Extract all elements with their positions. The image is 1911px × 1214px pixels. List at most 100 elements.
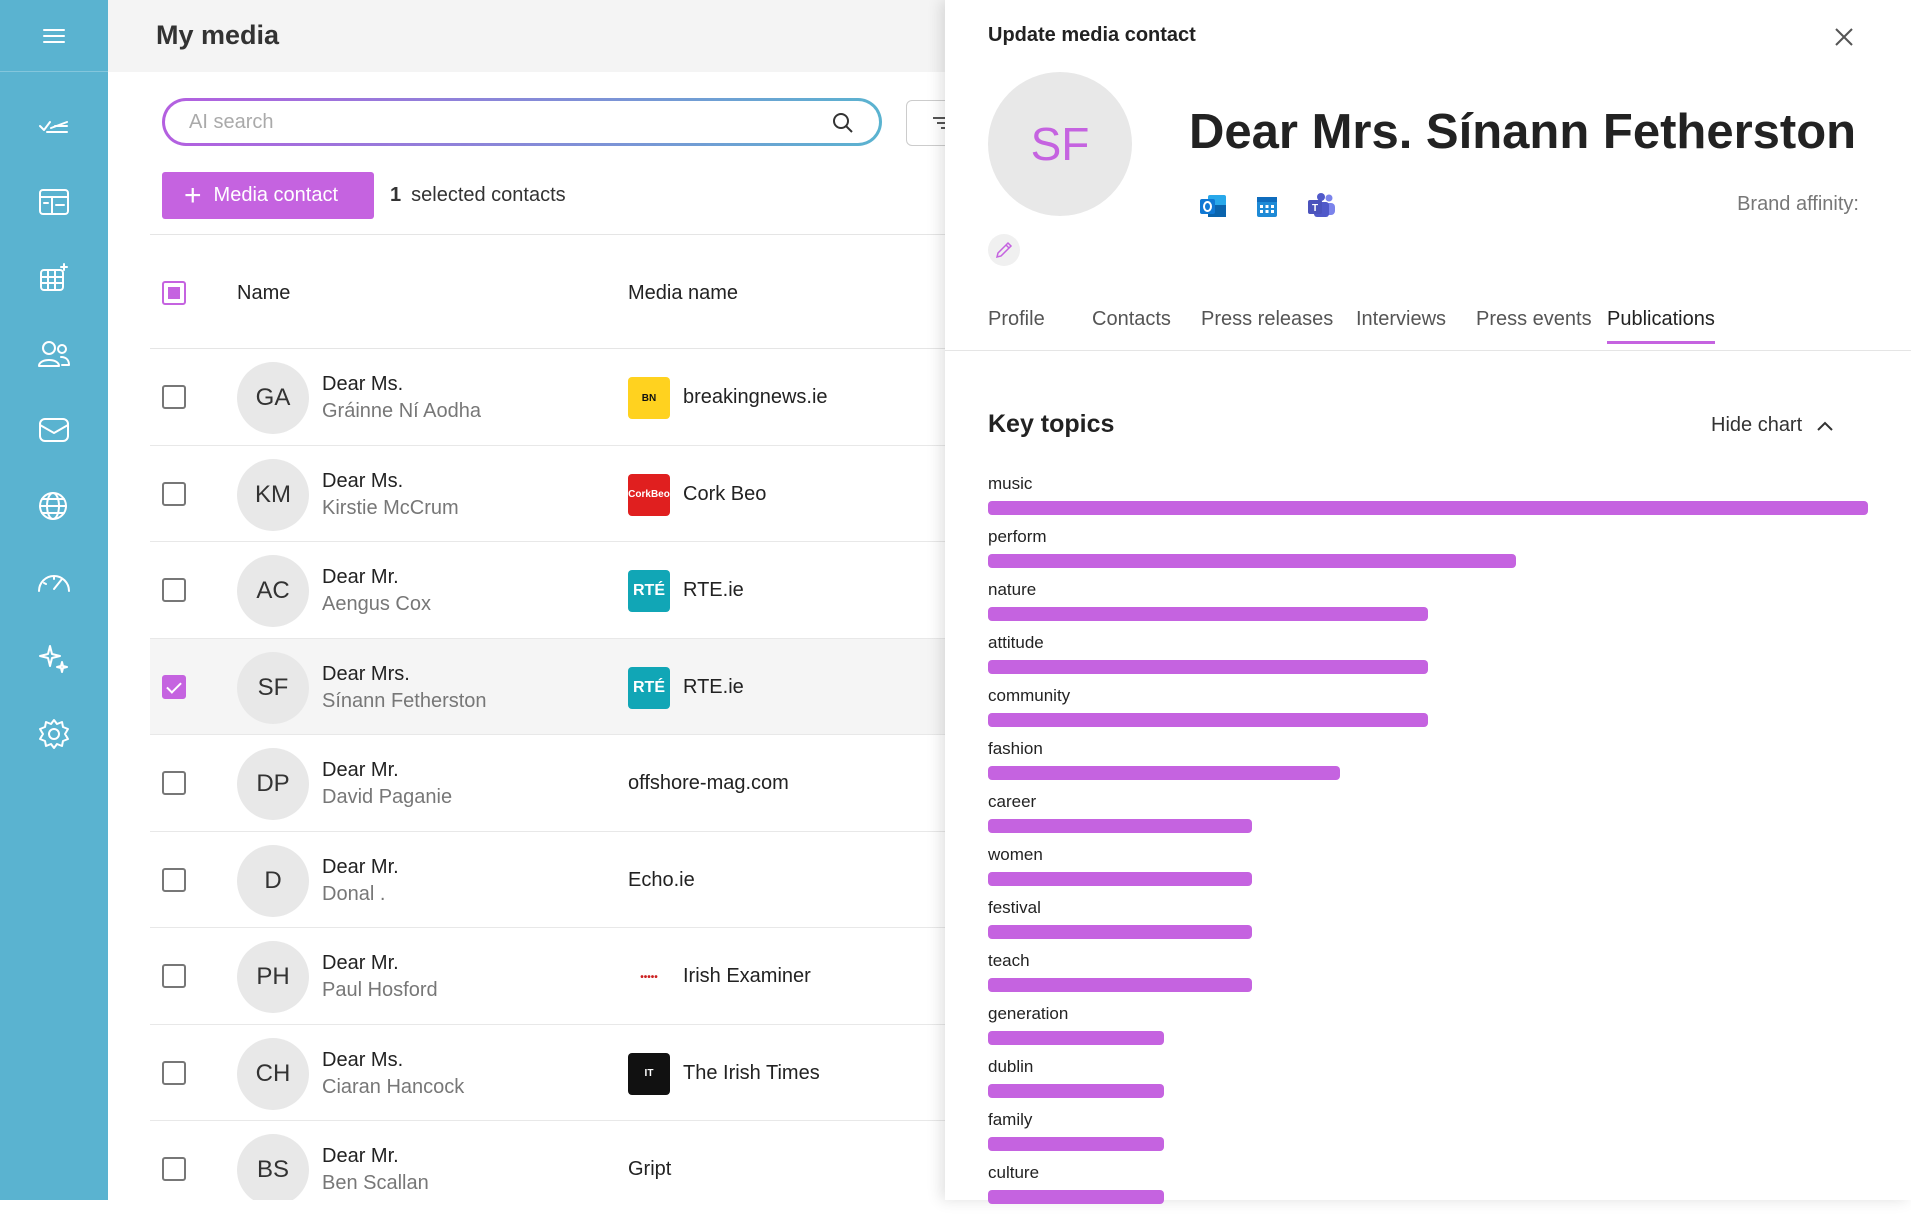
chart-bar-label: teach xyxy=(988,951,1030,970)
nav-mail-icon[interactable] xyxy=(34,410,74,450)
hide-chart-label: Hide chart xyxy=(1711,414,1803,436)
chart-bar[interactable] xyxy=(988,819,1252,833)
table-row[interactable]: D Dear Mr. Donal . Echo.ie xyxy=(150,831,945,928)
chart-bar[interactable] xyxy=(988,1190,1164,1204)
tab-interviews[interactable]: Interviews xyxy=(1356,308,1447,330)
avatar: GA xyxy=(237,362,309,434)
nav-tasks-icon[interactable] xyxy=(34,106,74,146)
table-row[interactable]: GA Dear Ms. Gráinne Ní Aodha BN breakingnews… xyxy=(150,349,945,446)
search-icon[interactable] xyxy=(831,111,855,135)
tab-contacts[interactable]: Contacts xyxy=(1092,308,1171,330)
add-media-contact-label: Media contact xyxy=(213,184,339,206)
outlook-icon[interactable] xyxy=(1197,190,1229,222)
media-name: offshore-mag.com xyxy=(628,772,789,794)
chevron-up-icon xyxy=(1817,421,1833,431)
chart-bar-label: music xyxy=(988,474,1033,493)
column-header-media[interactable]: Media name xyxy=(628,282,739,304)
chart-bar-row: attitude xyxy=(988,631,1868,684)
avatar: AC xyxy=(237,555,309,627)
chart-bar-label: career xyxy=(988,792,1037,811)
chart-bar-row: nature xyxy=(988,578,1868,631)
update-contact-panel: Update media contact SF Dear Mrs. Sínann… xyxy=(945,0,1911,1204)
contact-salutation: Dear Mr. xyxy=(322,952,399,974)
table-row[interactable]: CH Dear Ms. Ciaran Hancock IT The Irish Time… xyxy=(150,1024,945,1121)
teams-icon[interactable]: T xyxy=(1305,190,1337,222)
selected-count: 1 selected contacts xyxy=(390,184,566,207)
table-row[interactable]: KM Dear Ms. Kirstie McCrum CorkBeo Cork Beo xyxy=(150,445,945,542)
chart-bar[interactable] xyxy=(988,978,1252,992)
avatar: BS xyxy=(237,1134,309,1200)
chart-bar[interactable] xyxy=(988,607,1428,621)
close-button[interactable] xyxy=(1831,24,1857,50)
media-logo-icon: CorkBeo xyxy=(628,473,670,516)
column-header-name[interactable]: Name xyxy=(237,282,291,304)
contact-name: Kirstie McCrum xyxy=(322,496,459,519)
chart-bar[interactable] xyxy=(988,713,1428,727)
avatar: D xyxy=(237,844,309,917)
chart-bar-label: generation xyxy=(988,1004,1069,1023)
tab-publications[interactable]: Publications xyxy=(1607,308,1715,344)
table-row[interactable]: AC Dear Mr. Aengus Cox RTÉ RTE.ie xyxy=(150,542,945,639)
edit-avatar-button[interactable] xyxy=(988,234,1020,266)
nav-contacts-icon[interactable] xyxy=(34,334,74,374)
svg-text:T: T xyxy=(1312,203,1318,214)
divider xyxy=(150,234,945,235)
chart-bar-row: women xyxy=(988,843,1868,896)
chart-bar[interactable] xyxy=(988,872,1252,886)
table-row[interactable]: PH Dear Mr. Paul Hosford ••••• Irish Examine… xyxy=(150,928,945,1025)
contact-name: Dear Mrs. Sínann Fetherston xyxy=(1189,105,1857,159)
chart-bar[interactable] xyxy=(988,766,1340,780)
row-checkbox[interactable] xyxy=(162,1060,186,1085)
table-row[interactable]: BS Dear Mr. Ben Scallan Gript xyxy=(150,1121,945,1200)
row-checkbox[interactable] xyxy=(162,867,186,892)
chart-bar[interactable] xyxy=(988,1031,1164,1045)
chart-bar-row: fashion xyxy=(988,737,1868,790)
row-checkbox[interactable] xyxy=(162,674,186,699)
chart-bar[interactable] xyxy=(988,925,1252,939)
avatar: PH xyxy=(237,941,309,1013)
row-checkbox[interactable] xyxy=(162,1157,186,1181)
nav-grid-add-icon[interactable] xyxy=(34,258,74,298)
row-checkbox[interactable] xyxy=(162,578,186,602)
media-logo-icon: IT xyxy=(628,1052,670,1095)
contact-name: Paul Hosford xyxy=(322,979,438,1001)
nav-sparkle-icon[interactable] xyxy=(34,638,74,678)
row-checkbox[interactable] xyxy=(162,481,186,506)
hamburger-icon xyxy=(43,28,65,43)
select-all-checkbox[interactable] xyxy=(162,281,186,305)
tab-press-events[interactable]: Press events xyxy=(1476,308,1592,330)
nav-dashboard-icon[interactable] xyxy=(34,182,74,222)
chart-bar-label: attitude xyxy=(988,633,1044,652)
tab-profile[interactable]: Profile xyxy=(988,308,1045,330)
chart-bar-label: perform xyxy=(988,527,1047,546)
chart-bar[interactable] xyxy=(988,554,1516,568)
search-input[interactable] xyxy=(189,108,789,136)
row-checkbox[interactable] xyxy=(162,771,186,795)
avatar: DP xyxy=(237,748,309,820)
row-checkbox[interactable] xyxy=(162,385,186,409)
add-media-contact-button[interactable]: + Media contact xyxy=(162,172,374,219)
table-row[interactable]: SF Dear Mrs. Sínann Fetherston RTÉ RTE.ie xyxy=(150,638,945,735)
table-row[interactable]: DP Dear Mr. David Paganie offshore-mag.com xyxy=(150,735,945,832)
chart-bar[interactable] xyxy=(988,1084,1164,1098)
row-checkbox[interactable] xyxy=(162,964,186,988)
search-box[interactable] xyxy=(162,98,882,146)
nav-globe-icon[interactable] xyxy=(34,486,74,526)
chart-bar[interactable] xyxy=(988,1137,1164,1151)
filter-button[interactable] xyxy=(906,100,945,146)
nav-gauge-icon[interactable] xyxy=(34,562,74,602)
key-topics-title: Key topics xyxy=(988,410,1115,438)
contact-salutation: Dear Ms. xyxy=(322,1048,404,1071)
app-icons: T xyxy=(1197,190,1337,222)
nav-settings-icon[interactable] xyxy=(34,714,74,754)
chart-bar[interactable] xyxy=(988,501,1868,515)
contact-salutation: Dear Mr. xyxy=(322,566,399,588)
tab-press-releases[interactable]: Press releases xyxy=(1201,308,1334,330)
chart-bar-row: music xyxy=(988,472,1868,525)
media-list-area: My media + Media contact 1 selected conta… xyxy=(108,0,945,1200)
hamburger-menu-button[interactable] xyxy=(0,0,108,72)
contact-salutation: Dear Ms. xyxy=(322,469,404,492)
hide-chart-button[interactable]: Hide chart xyxy=(1711,414,1834,437)
chart-bar[interactable] xyxy=(988,660,1428,674)
calendar-icon[interactable] xyxy=(1251,190,1283,222)
